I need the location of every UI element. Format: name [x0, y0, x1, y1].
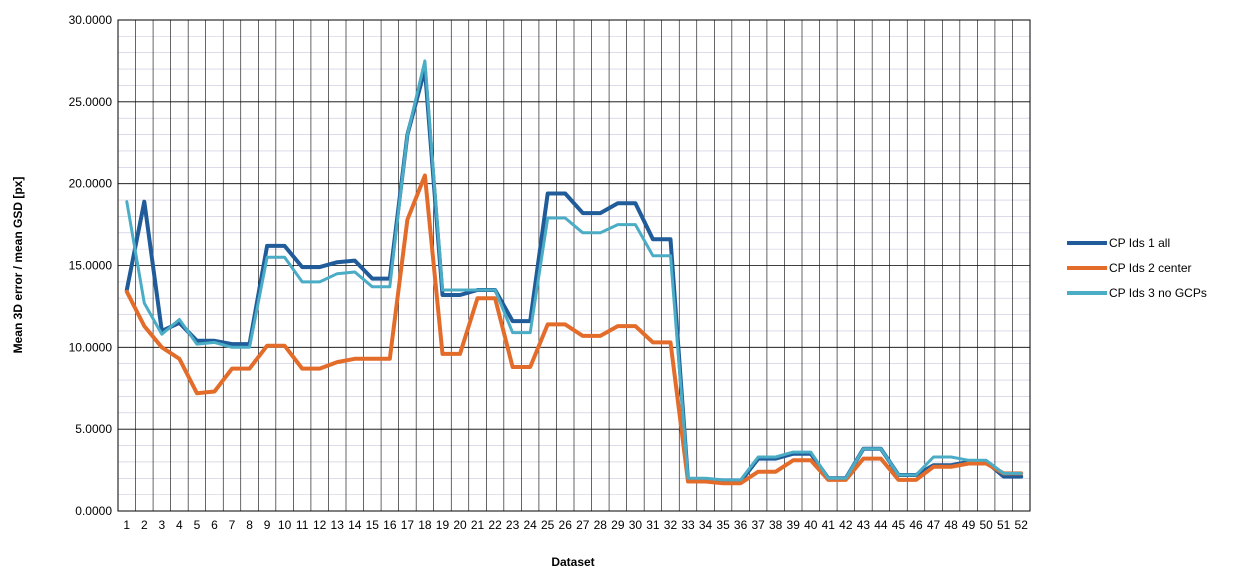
x-tick-label: 34 [699, 518, 713, 532]
x-tick-label: 29 [611, 518, 625, 532]
x-tick-label: 27 [576, 518, 590, 532]
y-axis-title: Mean 3D error / mean GSD [px] [11, 177, 25, 354]
y-tick-label: 5.0000 [75, 422, 112, 436]
x-axis-title: Dataset [551, 555, 594, 569]
x-tick-label: 33 [681, 518, 695, 532]
y-tick-label: 0.0000 [75, 504, 112, 518]
x-tick-label: 42 [839, 518, 853, 532]
x-tick-labels: 1 2 3 4 5 6 7 8 9 10 11 12 13 14 15 16 17 18 19 20 21 22 23 24 2… [123, 518, 1028, 532]
x-tick-label: 37 [751, 518, 765, 532]
x-tick-label: 35 [716, 518, 730, 532]
x-tick-label: 15 [366, 518, 380, 532]
x-tick-label: 49 [962, 518, 976, 532]
x-tick-label: 52 [1015, 518, 1029, 532]
x-tick-label: 43 [857, 518, 871, 532]
x-tick-label: 3 [159, 518, 166, 532]
grid [117, 19, 1031, 512]
legend-label: CP Ids 3 no GCPs [1109, 286, 1207, 300]
x-tick-label: 8 [246, 518, 253, 532]
x-tick-label: 28 [594, 518, 608, 532]
x-tick-label: 17 [401, 518, 415, 532]
legend-label: CP Ids 2 center [1109, 261, 1192, 275]
x-tick-label: 39 [787, 518, 801, 532]
x-tick-label: 21 [471, 518, 485, 532]
x-tick-label: 51 [997, 518, 1011, 532]
x-tick-label: 38 [769, 518, 783, 532]
y-tick-label: 15.0000 [69, 259, 113, 273]
x-tick-label: 41 [822, 518, 836, 532]
x-tick-label: 25 [541, 518, 555, 532]
plot-border [117, 19, 1031, 512]
y-tick-label: 25.0000 [69, 95, 113, 109]
x-tick-label: 40 [804, 518, 818, 532]
y-tick-label: 30.0000 [69, 13, 113, 27]
x-tick-label: 16 [383, 518, 397, 532]
series-lines [124, 59, 1024, 486]
x-tick-label: 11 [296, 518, 309, 532]
x-tick-label: 6 [211, 518, 218, 532]
x-tick-label: 23 [506, 518, 520, 532]
axes [117, 19, 1031, 512]
x-tick-label: 22 [488, 518, 502, 532]
x-tick-label: 4 [176, 518, 183, 532]
x-tick-label: 14 [348, 518, 362, 532]
series-line-3 [125, 59, 1023, 482]
x-tick-label: 32 [664, 518, 678, 532]
series-line-2 [124, 173, 1024, 486]
x-tick-label: 46 [909, 518, 923, 532]
x-tick-label: 2 [141, 518, 148, 532]
x-tick-label: 20 [453, 518, 467, 532]
x-tick-label: 48 [944, 518, 958, 532]
x-tick-label: 19 [436, 518, 450, 532]
x-tick-label: 26 [559, 518, 573, 532]
x-tick-label: 47 [927, 518, 941, 532]
x-tick-label: 36 [734, 518, 748, 532]
x-tick-label: 9 [264, 518, 271, 532]
x-tick-label: 7 [229, 518, 236, 532]
y-tick-label: 20.0000 [69, 177, 113, 191]
x-tick-label: 13 [331, 518, 345, 532]
x-tick-label: 1 [123, 518, 130, 532]
x-tick-label: 50 [979, 518, 993, 532]
y-tick-label: 10.0000 [69, 340, 113, 354]
y-tick-labels: 0.0000 5.0000 10.0000 15.0000 20.0000 25.0000… [69, 13, 113, 518]
x-tick-label: 10 [278, 518, 292, 532]
x-tick-label: 5 [194, 518, 201, 532]
x-tick-label: 44 [874, 518, 888, 532]
x-tick-label: 12 [313, 518, 327, 532]
x-tick-label: 24 [523, 518, 537, 532]
x-tick-label: 31 [646, 518, 660, 532]
x-tick-label: 45 [892, 518, 906, 532]
x-tick-label: 30 [629, 518, 643, 532]
legend-label: CP Ids 1 all [1109, 236, 1170, 250]
x-tick-label: 18 [418, 518, 432, 532]
legend: CP Ids 1 all CP Ids 2 center CP Ids 3 no G… [1067, 236, 1207, 300]
